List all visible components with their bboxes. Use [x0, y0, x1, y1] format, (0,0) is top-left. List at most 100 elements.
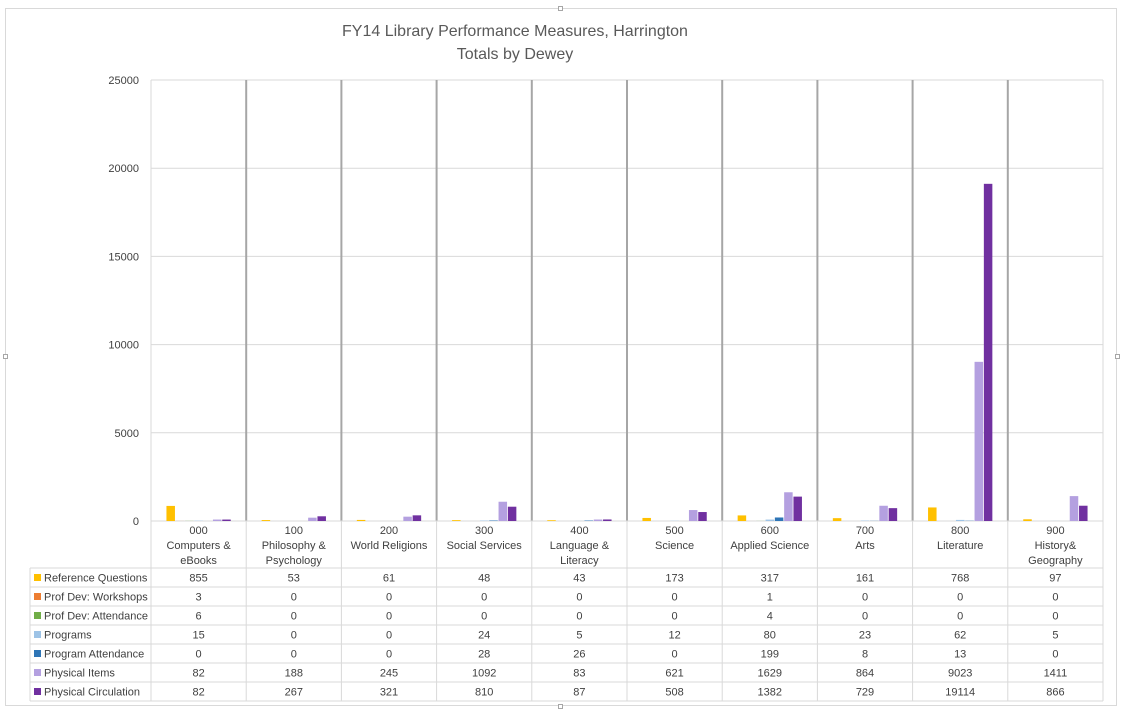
series-label: Prof Dev: Workshops [44, 592, 148, 604]
table-cell: 23 [859, 630, 871, 642]
table-cell: 62 [954, 630, 966, 642]
y-tick-label: 15000 [108, 251, 139, 263]
table-cell: 317 [761, 573, 779, 585]
gridlines: 0 5000 10000 15000 20000 25000 [108, 75, 1104, 528]
category-label: Psychology [266, 555, 323, 567]
bar [212, 519, 222, 521]
table-cell: 0 [386, 630, 392, 642]
category-label: Literacy [560, 555, 599, 567]
bar [1069, 496, 1079, 521]
bar [1023, 519, 1032, 521]
table-cell: 621 [665, 668, 683, 680]
bar [403, 516, 412, 521]
bar [698, 512, 707, 521]
legend-key [34, 650, 41, 657]
bar [888, 508, 898, 521]
legend-key [34, 593, 41, 600]
table-cell: 19114 [945, 687, 975, 699]
legend-key [34, 574, 41, 581]
table-cell: 80 [764, 630, 776, 642]
table-cell: 810 [475, 687, 493, 699]
resize-handle-top[interactable] [558, 6, 563, 11]
table-cell: 53 [288, 573, 300, 585]
table-cell: 188 [285, 668, 303, 680]
table-cell: 0 [1052, 611, 1058, 623]
legend-key [34, 669, 41, 676]
table-cell: 864 [856, 668, 874, 680]
table-cell: 3 [196, 592, 202, 604]
category-label: 900 [1046, 525, 1064, 537]
bar [928, 507, 937, 521]
chart-subtitle: Totals by Dewey [457, 46, 574, 63]
table-cell: 0 [196, 649, 202, 661]
series-label: Physical Circulation [44, 687, 140, 699]
bar [452, 520, 461, 521]
table-cell: 83 [573, 668, 585, 680]
table-cell: 0 [862, 611, 868, 623]
table-cell: 87 [573, 687, 585, 699]
table-cell: 8 [862, 649, 868, 661]
table-cell: 0 [672, 611, 678, 623]
category-label: 300 [475, 525, 493, 537]
table-cell: 729 [856, 687, 874, 699]
category-label: Philosophy & [262, 540, 327, 552]
bar [983, 183, 993, 521]
table-cell: 43 [573, 573, 585, 585]
y-tick-label: 5000 [115, 428, 139, 440]
table-cell: 0 [957, 592, 963, 604]
table-cell: 0 [576, 611, 582, 623]
resize-handle-left[interactable] [3, 354, 8, 359]
category-label: Applied Science [730, 540, 809, 552]
table-cell: 82 [192, 668, 204, 680]
table-cell: 0 [672, 592, 678, 604]
bar [593, 519, 603, 521]
legend-key [34, 631, 41, 638]
series-label: Reference Questions [44, 573, 148, 585]
resize-handle-bottom[interactable] [558, 704, 563, 709]
table-cell: 321 [380, 687, 398, 699]
chart-title: FY14 Library Performance Measures, Harri… [342, 23, 688, 40]
resize-handle-right[interactable] [1115, 354, 1120, 359]
bars [166, 183, 1088, 521]
table-cell: 15 [192, 630, 204, 642]
table-cell: 0 [386, 611, 392, 623]
y-tick-label: 25000 [108, 75, 139, 87]
table-cell: 0 [576, 592, 582, 604]
table-cell: 855 [189, 573, 207, 585]
bar [308, 517, 317, 521]
bar [793, 496, 802, 521]
bar [166, 505, 175, 521]
table-cell: 5 [1052, 630, 1058, 642]
table-cell: 1629 [758, 668, 782, 680]
category-label: 500 [665, 525, 683, 537]
table-cell: 267 [285, 687, 303, 699]
bar [737, 515, 747, 521]
category-label: 600 [761, 525, 779, 537]
bar [974, 361, 984, 521]
table-cell: 0 [481, 592, 487, 604]
table-cell: 866 [1046, 687, 1064, 699]
table-cell: 28 [478, 649, 490, 661]
table-cell: 0 [957, 611, 963, 623]
table-cell: 0 [386, 592, 392, 604]
category-label: Arts [855, 540, 875, 552]
chart-frame [5, 8, 1117, 706]
table-cell: 61 [383, 573, 395, 585]
y-tick-label: 20000 [108, 163, 139, 175]
table-cell: 768 [951, 573, 969, 585]
table-cell: 508 [665, 687, 683, 699]
bar [412, 515, 422, 521]
table-cell: 0 [862, 592, 868, 604]
category-label: 100 [285, 525, 303, 537]
table-cell: 245 [380, 668, 398, 680]
table-cell: 1411 [1044, 668, 1068, 680]
table-cell: 24 [478, 630, 490, 642]
bar [955, 519, 965, 521]
series-label: Prof Dev: Attendance [44, 611, 148, 623]
category-label: 000 [189, 525, 207, 537]
table-cell: 12 [668, 630, 680, 642]
table-cell: 0 [291, 630, 297, 642]
table-cell: 48 [478, 573, 490, 585]
table-cell: 0 [386, 649, 392, 661]
